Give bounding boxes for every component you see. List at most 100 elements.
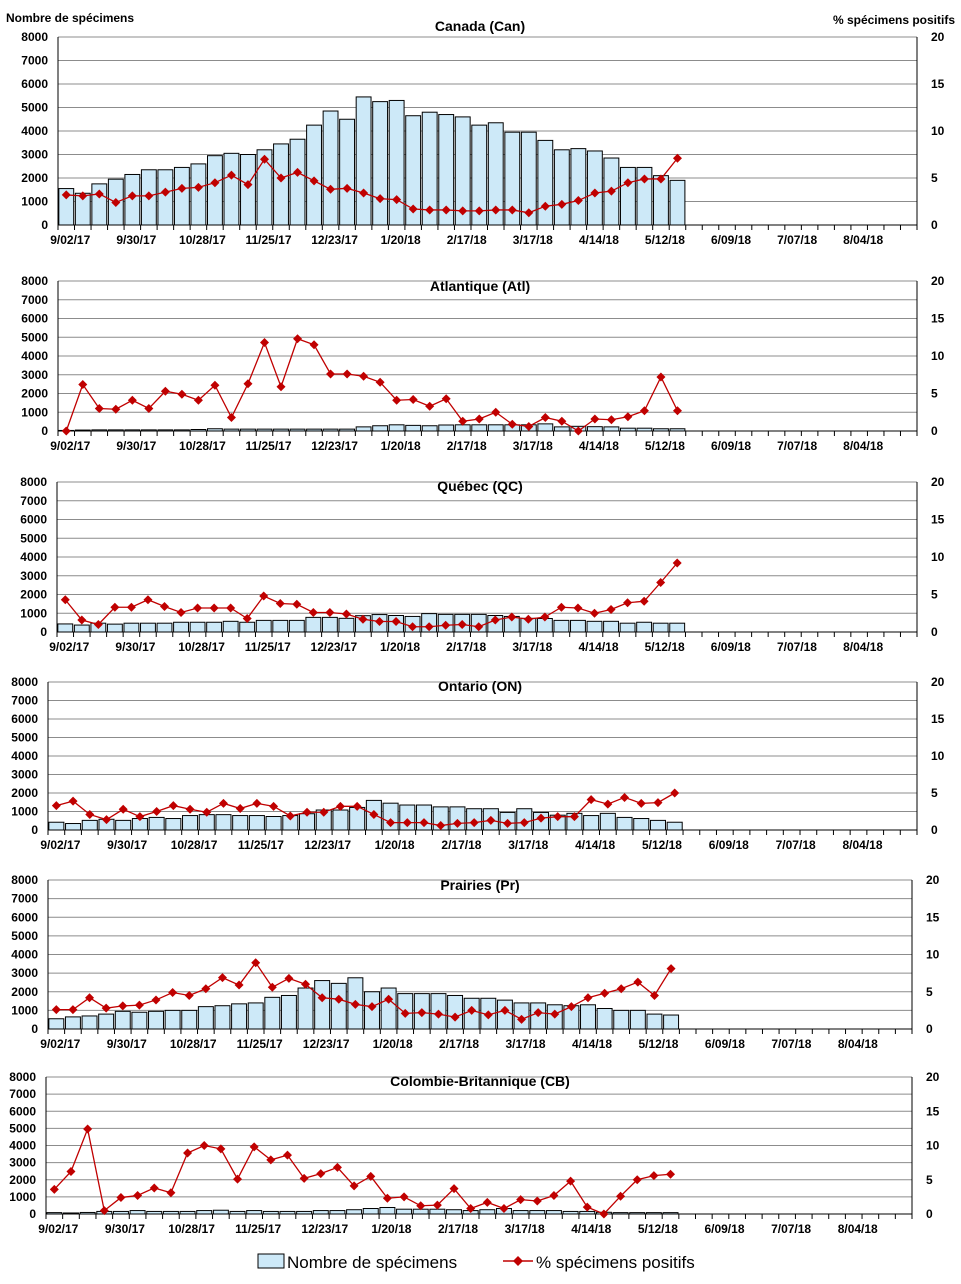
specimen-bar <box>512 1210 529 1215</box>
pct-positive-marker <box>556 602 566 612</box>
pct-positive-marker <box>334 994 344 1004</box>
pct-positive-marker <box>85 809 95 819</box>
y2-tick-label: 0 <box>926 1207 933 1221</box>
pct-positive-marker <box>127 395 137 405</box>
pct-positive-marker <box>202 807 212 817</box>
pct-positive-marker <box>557 416 567 426</box>
specimen-bar <box>206 155 223 226</box>
specimen-bar <box>537 423 554 432</box>
pct-positive-marker <box>83 1124 93 1134</box>
x-tick-label: 12/23/17 <box>303 1037 350 1051</box>
pct-positive-marker <box>284 973 294 983</box>
x-tick-label: 9/30/17 <box>107 1037 147 1051</box>
y-tick-label: 1000 <box>20 606 47 620</box>
pct-positive-marker <box>517 1014 527 1024</box>
x-tick-label: 9/30/17 <box>105 1222 145 1236</box>
y2-tick-label: 5 <box>931 387 938 401</box>
pct-positive-marker <box>458 206 468 216</box>
pct-positive-marker <box>590 608 599 618</box>
pct-positive-marker <box>358 614 368 624</box>
y-tick-label: 1000 <box>21 195 48 209</box>
pct-positive-marker <box>210 380 220 390</box>
pct-positive-marker <box>416 1201 426 1211</box>
pct-positive-marker <box>133 1191 143 1201</box>
specimen-bar <box>355 426 372 432</box>
pct-positive-marker <box>116 1193 126 1203</box>
y-tick-label: 4000 <box>21 349 48 363</box>
specimen-bar <box>156 622 173 633</box>
x-tick-label: 9/02/17 <box>38 1222 78 1236</box>
specimen-bar <box>273 143 289 226</box>
specimen-bar <box>619 622 636 633</box>
specimen-bar <box>81 1015 98 1030</box>
pct-positive-marker <box>599 1209 609 1219</box>
y2-tick-label: 15 <box>931 77 945 91</box>
pct-positive-marker <box>399 1192 409 1202</box>
pct-positive-marker <box>168 801 178 811</box>
legend-diamond-marker <box>513 1256 523 1266</box>
x-tick-label: 12/23/17 <box>311 439 358 453</box>
pct-positive-marker <box>620 792 630 802</box>
x-tick-label: 5/12/18 <box>638 1222 678 1236</box>
x-tick-label: 12/23/17 <box>301 1222 348 1236</box>
pct-positive-marker <box>285 811 295 821</box>
x-tick-label: 2/17/18 <box>446 640 486 654</box>
specimen-bar <box>197 1006 214 1030</box>
specimen-bar <box>239 621 256 633</box>
x-tick-label: 7/07/18 <box>777 640 817 654</box>
y-tick-label: 6000 <box>20 513 47 527</box>
pct-positive-marker <box>111 404 121 414</box>
pct-positive-marker <box>452 818 462 828</box>
x-tick-label: 11/25/17 <box>245 439 291 453</box>
pct-positive-marker <box>523 614 533 624</box>
y-tick-label: 6000 <box>11 712 38 726</box>
y-tick-label: 1000 <box>11 805 38 819</box>
pct-positive-marker <box>111 197 121 207</box>
y2-tick-label: 15 <box>926 910 940 924</box>
pct-positive-marker <box>251 958 261 968</box>
pct-positive-marker <box>301 979 311 989</box>
specimen-bar <box>48 821 65 831</box>
pct-positive-marker <box>341 609 351 619</box>
pct-positive-marker <box>632 1175 642 1185</box>
pct-positive-marker <box>259 154 269 164</box>
specimen-bar <box>246 1210 263 1215</box>
y-tick-label: 0 <box>41 218 48 232</box>
pct-positive-marker <box>299 1173 309 1183</box>
y2-tick-label: 20 <box>931 30 945 44</box>
x-tick-label: 2/17/18 <box>438 1222 478 1236</box>
pct-positive-marker <box>633 977 643 987</box>
pct-positive-marker <box>68 796 78 806</box>
x-tick-label: 10/28/17 <box>179 233 226 247</box>
pct-positive-marker <box>419 818 429 828</box>
specimen-bar <box>198 814 215 831</box>
specimen-bar <box>106 623 123 633</box>
specimen-bar <box>599 812 616 831</box>
pct-positive-marker <box>623 598 633 608</box>
pct-positive-marker <box>375 617 384 626</box>
specimen-bar <box>379 1206 396 1215</box>
specimen-bar <box>636 621 653 633</box>
specimen-bar <box>223 152 240 226</box>
pct-positive-marker <box>49 1184 59 1194</box>
y-tick-label: 2000 <box>20 588 47 602</box>
pct-positive-marker <box>216 1144 226 1154</box>
x-tick-label: 3/17/18 <box>513 439 553 453</box>
y-tick-label: 3000 <box>11 768 38 782</box>
x-tick-label: 11/25/17 <box>245 640 291 654</box>
y2-tick-label: 5 <box>931 786 938 800</box>
x-tick-label: 11/25/17 <box>235 1222 281 1236</box>
specimen-bar <box>553 149 570 226</box>
pct-positive-marker <box>639 174 649 184</box>
y-tick-label: 2000 <box>21 387 48 401</box>
pct-positive-marker <box>656 578 666 587</box>
x-tick-label: 5/12/18 <box>642 838 682 852</box>
specimen-bar <box>663 1014 680 1030</box>
x-tick-label: 9/30/17 <box>115 640 155 654</box>
pct-positive-marker <box>606 415 616 425</box>
y2-tick-label: 15 <box>931 513 945 527</box>
pct-positive-marker <box>482 1197 492 1207</box>
specimen-bar <box>471 424 488 432</box>
pct-positive-marker <box>308 608 318 617</box>
